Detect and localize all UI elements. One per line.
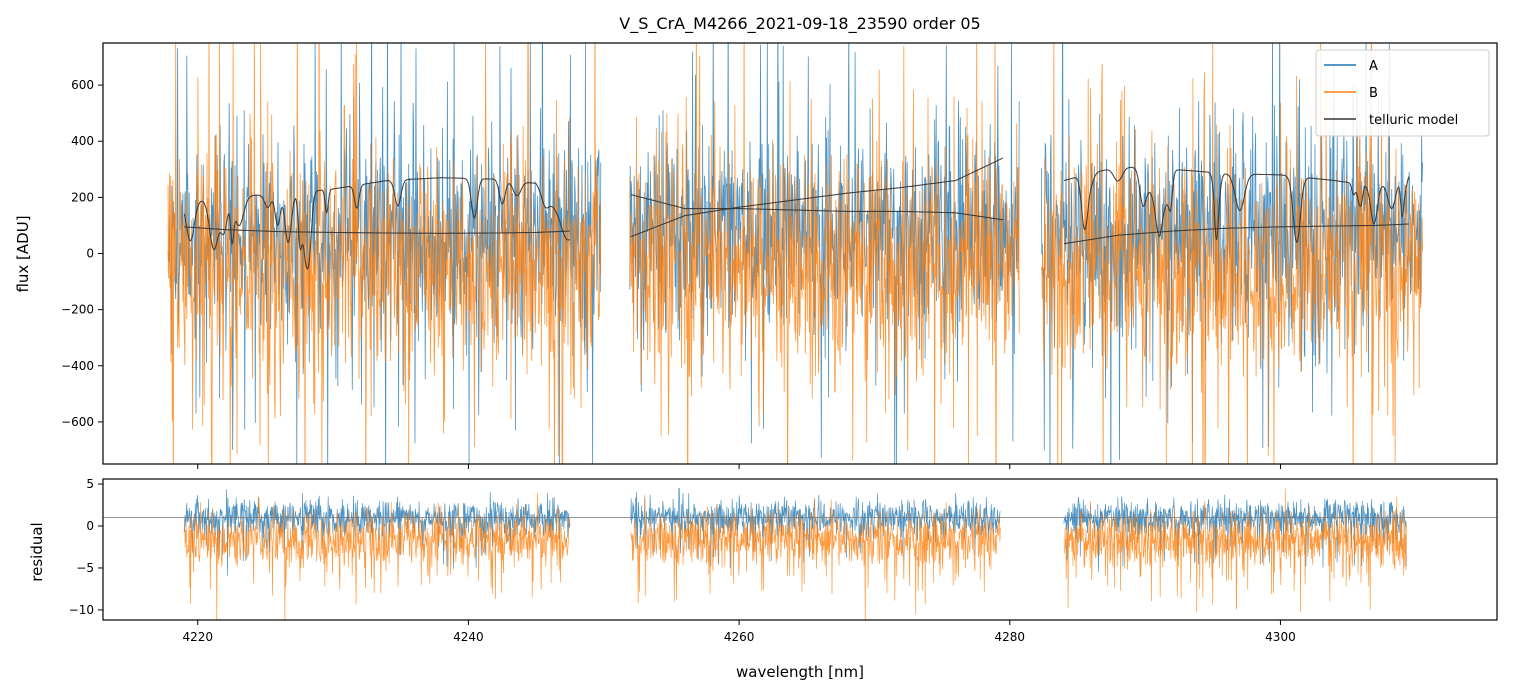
bottom-y-axis-label: residual xyxy=(28,522,46,581)
series-b-flux xyxy=(167,43,1423,464)
legend-label-telluric-model: telluric model xyxy=(1369,113,1458,128)
top-y-ticks: 600 400 200 0 −200 −400 −600 xyxy=(61,78,103,429)
telluric-model-lower-2 xyxy=(1063,223,1410,245)
bottom-x-tick-label: 4220 xyxy=(182,630,213,644)
bottom-x-tick-label: 4300 xyxy=(1265,630,1296,644)
legend-label-b: B xyxy=(1369,86,1378,101)
telluric-model-lower-0 xyxy=(184,226,570,234)
series-telluric-model xyxy=(183,157,1410,270)
top-y-tick-label: −400 xyxy=(61,359,94,373)
top-y-axis-label: flux [ADU] xyxy=(14,215,32,292)
top-y-tick-label: −600 xyxy=(61,415,94,429)
bottom-x-ticks: 4220 4240 4260 4280 4300 xyxy=(182,620,1296,644)
top-x-ticks xyxy=(197,464,1281,469)
legend: A B telluric model xyxy=(1315,49,1490,137)
bottom-x-tick-label: 4280 xyxy=(995,630,1026,644)
telluric-model-rising-1 xyxy=(630,157,1004,238)
bottom-y-tick-label: −5 xyxy=(76,561,94,575)
top-axes-frame xyxy=(102,42,1498,465)
series-b-residual-line-seg-0 xyxy=(183,492,571,620)
legend-label-a: A xyxy=(1369,59,1378,74)
top-y-tick-label: 200 xyxy=(71,190,94,204)
top-y-tick-label: 400 xyxy=(71,134,94,148)
telluric-model-upper-0 xyxy=(183,177,571,270)
bottom-x-tick-label: 4240 xyxy=(453,630,484,644)
top-y-tick-label: 600 xyxy=(71,78,94,92)
chart-title: V_S_CrA_M4266_2021-09-18_23590 order 05 xyxy=(619,14,980,34)
bottom-axes-frame xyxy=(102,478,1498,621)
telluric-model-upper-2 xyxy=(1063,166,1410,243)
series-a-residual-line-seg-2 xyxy=(1063,494,1407,572)
bottom-y-ticks: 5 0 −5 −10 xyxy=(69,477,103,617)
top-y-tick-label: −200 xyxy=(61,303,94,317)
series-b-residual xyxy=(183,488,1407,620)
top-y-tick-label: 0 xyxy=(86,247,94,261)
bottom-y-tick-label: 5 xyxy=(86,477,94,491)
bottom-y-tick-label: 0 xyxy=(86,519,94,533)
series-b-residual-line-seg-2 xyxy=(1063,488,1407,612)
bottom-y-tick-label: −10 xyxy=(69,603,94,617)
series-b-residual-line-seg-1 xyxy=(630,494,1001,620)
x-axis-label: wavelength [nm] xyxy=(736,663,864,681)
bottom-x-tick-label: 4260 xyxy=(724,630,755,644)
legend-box xyxy=(1315,49,1490,137)
series-b-flux-line xyxy=(167,43,1423,464)
telluric-model-falling-1 xyxy=(630,194,1004,221)
